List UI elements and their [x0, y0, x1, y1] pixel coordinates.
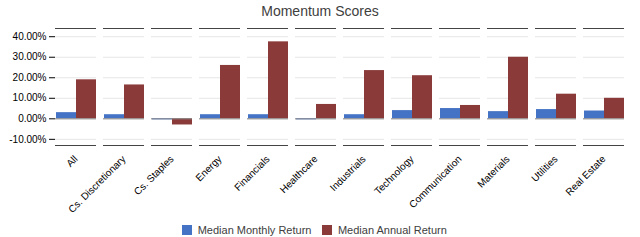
html-text:Median Annual Return: Median Annual Return — [337, 223, 447, 236]
html-text:Momentum Scores: Momentum Scores — [261, 3, 379, 19]
svg-text:Healthcare: Healthcare — [278, 153, 320, 195]
svg-text:20.00%: 20.00% — [13, 72, 47, 83]
svg-text:30.00%: 30.00% — [13, 51, 47, 62]
svg-text:Utilities: Utilities — [529, 153, 560, 184]
html-text:Median Monthly Return: Median Monthly Return — [197, 223, 312, 236]
svg-text:Communication: Communication — [407, 153, 464, 210]
svg-text:Cs. Discretionary: Cs. Discretionary — [66, 153, 128, 213]
svg-text:-10.00%: -10.00% — [9, 134, 46, 145]
svg-text:Industrials: Industrials — [328, 153, 368, 193]
svg-text:Cs. Staples: Cs. Staples — [132, 153, 176, 197]
svg-text:Materials: Materials — [475, 153, 511, 189]
svg-text:0.00%: 0.00% — [18, 113, 46, 124]
svg-text:10.00%: 10.00% — [13, 92, 47, 103]
svg-text:Energy: Energy — [193, 153, 223, 183]
svg-text:Real Estate: Real Estate — [563, 153, 608, 198]
svg-text:Technology: Technology — [372, 153, 416, 197]
svg-text:Financials: Financials — [232, 153, 272, 193]
svg-text:All: All — [64, 153, 80, 169]
svg-text:40.00%: 40.00% — [13, 31, 47, 42]
